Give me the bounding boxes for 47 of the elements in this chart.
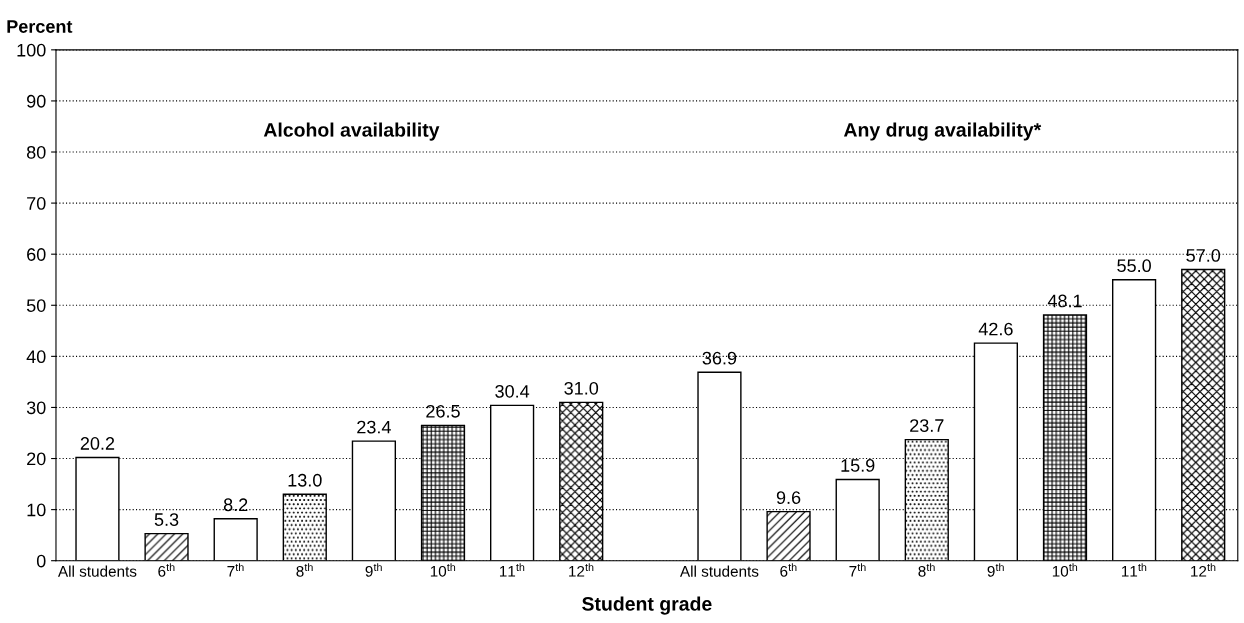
- y-tick-label: 0: [36, 554, 46, 568]
- data-label: 36.9: [702, 351, 737, 365]
- data-label: 48.1: [1047, 294, 1082, 308]
- y-tick-label: 60: [27, 248, 46, 261]
- y-axis-title: Percent: [7, 20, 73, 33]
- x-tick-label: All students: [57, 565, 137, 577]
- data-label: 8.2: [223, 498, 248, 512]
- data-label: 30.4: [495, 384, 530, 398]
- data-label: 23.7: [910, 419, 944, 432]
- annotation: Alcohol availability: [263, 122, 440, 141]
- y-tick-label: 90: [27, 94, 46, 108]
- x-tick-label: 6$^{th}$: [780, 563, 797, 577]
- data-label: 42.6: [978, 322, 1013, 336]
- x-tick-label: 6$^{th}$: [158, 563, 175, 577]
- x-tick-label: 10$^{th}$: [1052, 563, 1078, 577]
- y-tick-label: 40: [26, 350, 46, 364]
- x-tick-label: 8$^{th}$: [918, 563, 935, 577]
- x-tick-label: 7$^{th}$: [849, 563, 866, 577]
- data-label: 13.0: [288, 473, 322, 487]
- annotation: Any drug availability*: [843, 122, 1042, 141]
- x-axis-title: Student grade: [582, 596, 712, 615]
- data-label: 9.6: [776, 491, 801, 504]
- data-label: 23.4: [357, 420, 391, 434]
- data-label: 31.0: [564, 381, 599, 395]
- y-tick-label: 30: [26, 401, 46, 415]
- data-label: 26.5: [426, 404, 460, 418]
- y-tick-label: 100: [17, 43, 46, 57]
- x-tick-label: 9$^{th}$: [365, 563, 382, 577]
- x-tick-label: 12$^{th}$: [1191, 563, 1216, 577]
- x-tick-label: 12$^{th}$: [569, 563, 594, 577]
- y-tick-label: 50: [26, 299, 46, 312]
- data-label: 55.0: [1117, 259, 1151, 273]
- x-tick-label: 8$^{th}$: [296, 563, 313, 577]
- data-label: 15.9: [841, 459, 875, 472]
- x-tick-label: All students: [679, 565, 759, 577]
- y-tick-label: 80: [26, 145, 46, 159]
- y-tick-label: 70: [27, 197, 46, 210]
- data-label: 20.2: [80, 437, 115, 450]
- data-label: 57.0: [1186, 249, 1221, 262]
- x-tick-label: 10$^{th}$: [430, 563, 456, 577]
- x-tick-label: 11$^{th}$: [499, 563, 525, 577]
- data-label: 5.3: [154, 513, 179, 526]
- x-tick-label: 11$^{th}$: [1121, 563, 1147, 577]
- y-tick-label: 20: [27, 452, 46, 466]
- y-tick-label: 10: [27, 503, 46, 517]
- x-tick-label: 9$^{th}$: [987, 563, 1004, 577]
- x-tick-label: 7$^{th}$: [227, 563, 244, 577]
